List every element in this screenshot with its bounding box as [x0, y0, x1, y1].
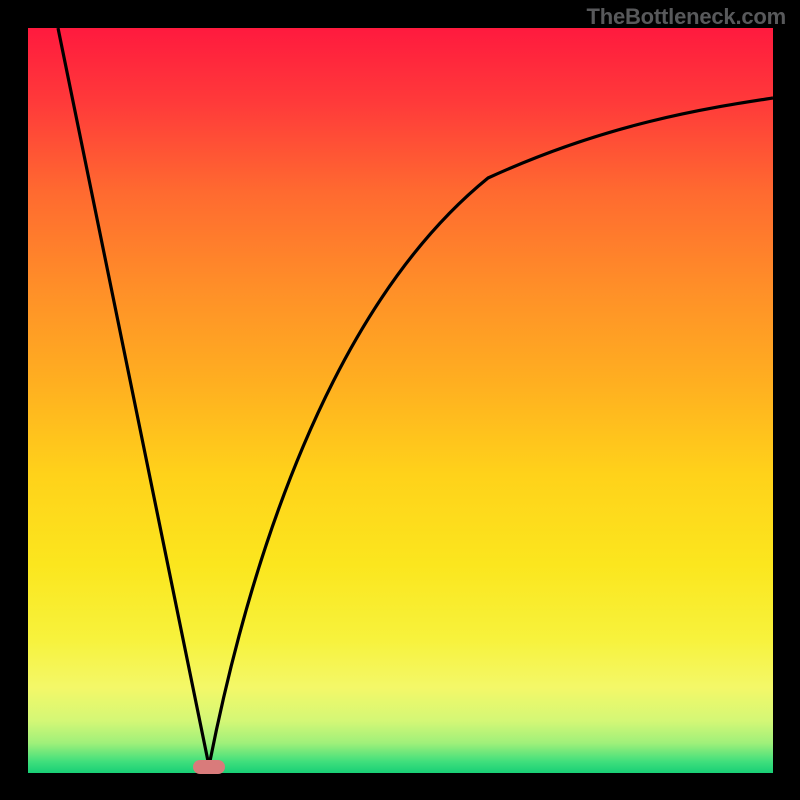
optimum-marker [193, 760, 225, 774]
bottleneck-curve [28, 28, 773, 773]
chart-frame: TheBottleneck.com [0, 0, 800, 800]
watermark-text: TheBottleneck.com [586, 4, 786, 30]
plot-area [28, 28, 773, 773]
